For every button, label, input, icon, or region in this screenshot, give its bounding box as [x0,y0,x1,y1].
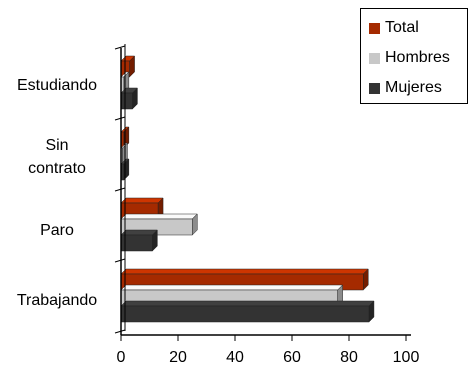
y-tick-mark-1 [114,116,126,121]
x-tick-label-80: 80 [340,349,358,366]
axes-group [120,44,411,336]
legend-label-hombres: Hombres [385,49,450,66]
bars-group [120,55,375,323]
legend-label-total: Total [385,19,419,36]
legend-swatch-hombres [369,53,380,64]
x-tick-label-60: 60 [283,349,301,366]
x-tick-label-0: 0 [117,349,126,366]
y-tick-mark-2 [114,187,126,192]
x-tick-label-100: 100 [393,349,420,366]
x-tick-label-20: 20 [169,349,187,366]
y-tick-label-paro: Paro [40,221,74,239]
y-tick-label-sin-contrato: Sin contrato [28,137,86,177]
legend-label-mujeres: Mujeres [385,79,442,96]
y-tick-label-estudiando: Estudiando [16,76,98,94]
y-tick-mark-3 [114,258,126,263]
x-tick-label-40: 40 [226,349,244,366]
ticks-group: 0 20 40 60 80 100 [114,45,420,366]
y-tick-mark-0 [114,45,126,50]
y-tick-mark-4 [114,329,126,334]
bar-mujeres-estudiando [120,87,139,110]
legend: Total Hombres Mujeres [360,8,468,104]
y-tick-label-trabajando: Trabajando [16,291,98,309]
bar-mujeres-paro [120,229,158,252]
legend-swatch-total [369,23,380,34]
bar-mujeres-trabajando [120,300,375,323]
legend-swatch-mujeres [369,83,380,94]
